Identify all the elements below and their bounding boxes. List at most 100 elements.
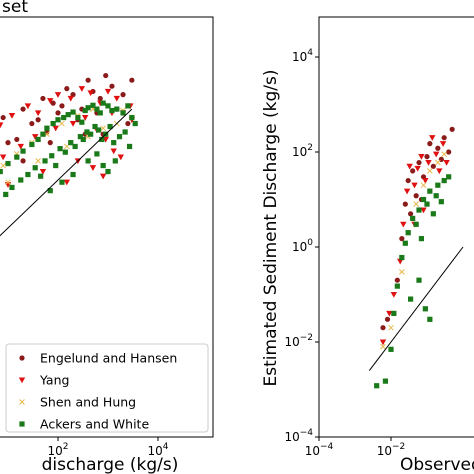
data-point-ackers-and-white [427,316,433,322]
data-point-engelund-and-hansen [47,140,53,146]
data-point-ackers-and-white [47,188,53,194]
data-point-ackers-and-white [70,109,76,115]
data-point-engelund-and-hansen [85,77,91,83]
data-point-ackers-and-white [42,158,48,164]
data-point-shen-and-hung [100,125,107,132]
data-point-yang [99,173,107,180]
data-point-yang [104,88,112,95]
left-x-ticks: 102 104 [47,437,169,458]
data-point-yang [425,159,432,166]
data-point-engelund-and-hansen [50,100,56,106]
data-point-engelund-and-hansen [55,110,61,116]
data-point-yang [82,114,89,121]
data-point-ackers-and-white [107,123,113,130]
data-point-yang [406,163,413,170]
data-point-ackers-and-white [427,188,433,194]
data-point-engelund-and-hansen [0,114,6,121]
data-point-ackers-and-white [84,129,90,135]
data-point-yang [39,168,47,175]
data-point-yang [386,310,393,317]
data-point-ackers-and-white [44,125,50,131]
data-point-yang [439,141,447,147]
data-point-ackers-and-white [399,254,405,261]
data-point-yang [47,98,54,104]
data-point-shen-and-hung [398,268,405,275]
data-point-ackers-and-white [416,277,422,283]
data-point-shen-and-hung [426,168,433,174]
data-point-ackers-and-white [75,114,81,121]
data-point-shen-and-hung [0,162,7,169]
left-chart-title: set [2,0,28,17]
data-point-ackers-and-white [420,196,427,203]
data-point-ackers-and-white [382,378,389,384]
data-point-ackers-and-white [111,140,117,146]
data-point-yang [63,179,71,186]
data-point-yang [67,95,74,102]
data-point-yang [443,159,450,166]
data-point-yang [403,188,411,195]
data-point-ackers-and-white [88,131,94,137]
data-point-engelund-and-hansen [35,117,41,123]
data-point-ackers-and-white [94,151,100,157]
data-point-engelund-and-hansen [424,154,430,160]
data-point-shen-and-hung [5,179,11,186]
right-plot-marks [374,126,455,389]
right-plot-frame [318,16,474,438]
data-point-shen-and-hung [388,324,394,331]
data-point-engelund-and-hansen [125,120,131,127]
data-point-engelund-and-hansen [449,126,455,132]
data-point-ackers-and-white [5,160,11,167]
data-point-ackers-and-white [62,149,68,155]
data-point-yang [34,110,42,117]
data-point-ackers-and-white [85,158,91,164]
data-point-ackers-and-white [90,102,96,108]
right-y-ticks: 10−4 10−2 100 102 104 [284,48,319,444]
legend-entry-label: Engelund and Hansen [40,351,177,366]
data-point-ackers-and-white [72,143,78,150]
data-point-ackers-and-white [416,207,422,213]
data-point-ackers-and-white [40,131,46,137]
data-point-engelund-and-hansen [446,149,452,155]
data-point-engelund-and-hansen [129,77,135,83]
data-point-yang [17,143,24,150]
data-point-ackers-and-white [418,236,425,242]
x-tick-label: 104 [147,442,168,458]
data-point-engelund-and-hansen [109,83,115,89]
data-point-ackers-and-white [116,134,123,140]
data-point-ackers-and-white [424,201,430,207]
data-point-ackers-and-white [49,153,55,159]
data-point-ackers-and-white [29,141,35,148]
data-point-ackers-and-white [14,154,20,160]
data-point-ackers-and-white [407,296,414,302]
data-point-yang [24,103,32,110]
data-point-engelund-and-hansen [14,136,20,143]
data-point-ackers-and-white [0,168,3,175]
data-point-yang [414,165,421,172]
legend-entry-label: Shen and Hung [40,395,136,410]
data-point-yang [52,125,59,132]
y-tick-label: 100 [292,238,313,254]
data-point-ackers-and-white [50,120,56,127]
data-point-yang [418,154,425,160]
data-point-yang [429,135,436,141]
x-tick-label: 102 [47,442,68,458]
data-point-yang [78,86,86,92]
data-point-yang [396,258,404,265]
data-point-ackers-and-white [61,114,67,121]
data-point-yang [390,291,398,298]
data-point-ackers-and-white [433,193,439,199]
right-reference-line [368,246,464,371]
data-point-ackers-and-white [94,106,100,112]
data-point-shen-and-hung [35,158,41,164]
data-point-engelund-and-hansen [29,120,35,127]
data-point-yang [432,151,440,158]
data-point-yang [400,221,407,228]
data-point-ackers-and-white [374,383,380,389]
x-tick-label: 10−2 [377,442,406,458]
data-point-ackers-and-white [430,211,436,217]
data-point-ackers-and-white [120,110,126,116]
legend-marker [18,377,26,384]
data-point-yang [8,113,16,119]
y-tick-label: 10−4 [284,428,313,444]
right-panel: Estimated Sediment Discharge (kg/s) 10−4… [261,16,474,474]
